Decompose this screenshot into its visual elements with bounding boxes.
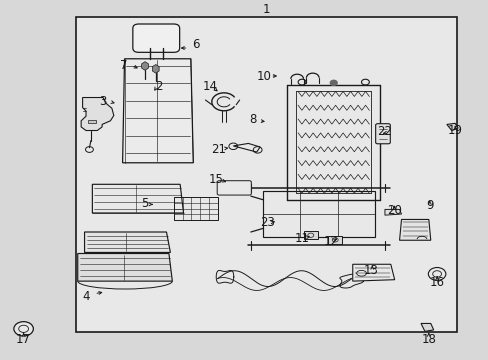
Text: 14: 14 (203, 80, 218, 93)
FancyBboxPatch shape (375, 124, 389, 144)
Text: 10: 10 (256, 69, 271, 82)
Text: 2: 2 (155, 80, 163, 93)
Text: 6: 6 (192, 38, 199, 51)
Polygon shape (122, 59, 193, 163)
FancyBboxPatch shape (217, 181, 251, 195)
Bar (328, 236, 341, 244)
Text: 8: 8 (249, 113, 256, 126)
Polygon shape (420, 323, 433, 331)
Circle shape (427, 267, 445, 280)
Circle shape (330, 80, 336, 85)
Text: 4: 4 (82, 290, 90, 303)
Text: 18: 18 (421, 333, 435, 346)
Polygon shape (142, 62, 148, 70)
Bar (304, 231, 317, 239)
Polygon shape (78, 253, 172, 281)
Text: 7: 7 (120, 59, 127, 72)
Polygon shape (399, 220, 430, 240)
Polygon shape (352, 264, 394, 281)
Text: 20: 20 (386, 204, 401, 217)
Text: 15: 15 (208, 173, 223, 186)
Polygon shape (88, 120, 96, 123)
Circle shape (14, 321, 33, 336)
Text: 23: 23 (260, 216, 275, 229)
Polygon shape (152, 64, 159, 73)
Text: 9: 9 (425, 199, 433, 212)
Text: 22: 22 (377, 125, 392, 138)
Polygon shape (84, 232, 170, 252)
Text: 13: 13 (363, 264, 378, 277)
Text: 3: 3 (99, 95, 106, 108)
Text: 12: 12 (323, 235, 338, 248)
Text: 5: 5 (141, 197, 148, 210)
Bar (76, 17, 456, 332)
Polygon shape (81, 98, 114, 131)
Polygon shape (92, 184, 183, 213)
FancyBboxPatch shape (133, 24, 179, 52)
Text: 21: 21 (211, 143, 225, 156)
Text: 19: 19 (447, 124, 462, 137)
Text: 1: 1 (262, 3, 270, 16)
Text: 17: 17 (16, 333, 31, 346)
Text: 11: 11 (294, 231, 309, 244)
Polygon shape (446, 123, 457, 131)
Polygon shape (384, 210, 401, 215)
Text: 16: 16 (429, 276, 444, 289)
